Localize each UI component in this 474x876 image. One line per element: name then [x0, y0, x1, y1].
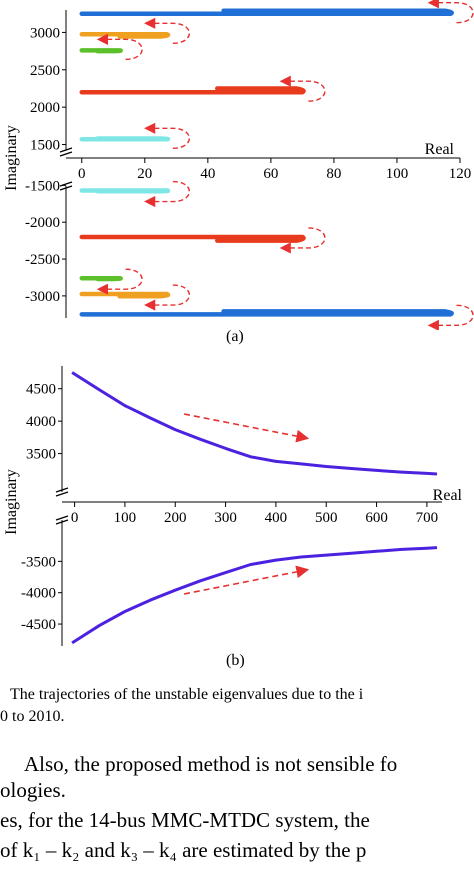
direction-arrow-upper-1: [427, 0, 474, 24]
x-tick-label: 100: [114, 510, 137, 526]
x-tick-label: 20: [137, 166, 152, 182]
y-axis-label: Imaginary: [3, 469, 20, 535]
y-tick-label: -2500: [25, 252, 60, 268]
trajectory-lower-3: [79, 275, 123, 282]
x-axis-label: Real: [425, 141, 455, 158]
trajectory-upper-2: [79, 32, 171, 39]
caption-a: (a): [226, 328, 244, 345]
y-tick-label: -3000: [25, 289, 60, 305]
trajectory-lower-4: [79, 234, 306, 243]
trajectory-upper-3: [79, 48, 123, 54]
x-tick-label: 40: [200, 166, 215, 182]
body-line-4: of k₁ – k₂ and k₃ – k₄ are estimated by …: [0, 838, 367, 862]
trajectory-lower-5: [79, 188, 171, 194]
x-tick-label: 300: [214, 510, 237, 526]
direction-arrow-lower-5: [144, 180, 191, 208]
x-tick-label: 700: [416, 510, 439, 526]
x-tick-label: 100: [386, 166, 409, 182]
direction-arrow-upper: [183, 413, 310, 443]
direction-arrow-lower: [183, 565, 310, 595]
direction-arrow-lower-1: [427, 304, 474, 330]
y-tick-label: 4500: [26, 382, 56, 398]
x-tick-label: 60: [263, 166, 278, 182]
y-tick-label: 2500: [30, 63, 60, 79]
y-tick-label: 1500: [30, 138, 60, 154]
x-tick-label: 600: [365, 510, 388, 526]
y-tick-label: 4000: [26, 414, 56, 430]
x-tick-label: 0: [71, 510, 79, 526]
chart-a: 0 20 40 60 80 100 120 Real 3000 2500 2000 1500 -1500…: [3, 0, 474, 330]
x-tick-label: 400: [265, 510, 288, 526]
y-axis-label: Imaginary: [3, 125, 20, 191]
axis-break-lower: [55, 515, 69, 525]
x-tick-label: 120: [449, 166, 472, 182]
figure-caption-line-2: 0 to 2010.: [0, 708, 65, 725]
trajectory-lower: [71, 546, 438, 645]
trajectory-upper-4: [79, 86, 306, 95]
y-tick-label: -4500: [21, 617, 56, 633]
y-tick-label: 2000: [30, 100, 60, 116]
x-tick-label: 200: [164, 510, 187, 526]
body-line-2: ologies.: [0, 778, 66, 802]
direction-arrow-upper-4: [279, 75, 326, 102]
trajectory-lower-2: [79, 291, 171, 299]
direction-arrow-lower-4: [279, 227, 326, 254]
y-tick-label: 3000: [30, 25, 60, 41]
trajectory-lower-1: [79, 309, 454, 317]
y-tick-label: 3500: [26, 447, 56, 463]
body-line-1: Also, the proposed method is not sensibl…: [24, 752, 398, 776]
axis-break-upper: [55, 487, 69, 497]
axis-break-upper: [59, 147, 73, 157]
x-tick-label: 500: [315, 510, 338, 526]
trajectory-upper: [71, 371, 438, 476]
trajectory-upper-1: [79, 8, 454, 16]
y-tick-label: -1500: [25, 178, 60, 194]
direction-arrow-lower-3: [96, 268, 143, 295]
caption-b: (b): [226, 652, 245, 669]
x-axis-label: Real: [433, 487, 463, 504]
figure: 0 20 40 60 80 100 120 Real 3000 2500 2000 1500 -1500…: [3, 0, 474, 669]
direction-arrow-lower-2: [144, 284, 191, 311]
x-tick-label: 80: [326, 166, 341, 182]
direction-arrow-upper-2: [144, 17, 191, 44]
body-line-3: es, for the 14-bus MMC-MTDC system, the: [0, 808, 370, 832]
y-tick-label: -2000: [25, 215, 60, 231]
x-tick-label: 0: [78, 166, 86, 182]
figure-caption-line-1: The trajectories of the unstable eigenva…: [10, 686, 364, 703]
trajectory-upper-5: [79, 136, 171, 142]
direction-arrow-upper-3: [96, 33, 143, 61]
y-tick-label: -3500: [21, 554, 56, 570]
chart-b: 0 100 200 300 400 500 600 700 Real 4500 4000 3500 -3…: [3, 366, 463, 646]
direction-arrow-upper-5: [144, 122, 191, 149]
y-tick-label: -4000: [21, 586, 56, 602]
